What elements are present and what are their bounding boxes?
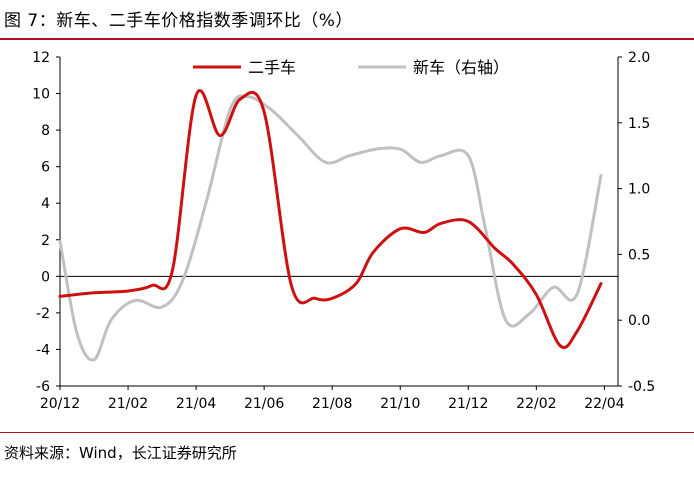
x-tick-label: 21/06 — [244, 396, 284, 412]
right-tick-label: 2.0 — [628, 50, 650, 66]
legend: 二手车 新车（右轴） — [193, 58, 509, 77]
right-tick-label: 0.0 — [628, 313, 650, 329]
x-tick-label: 21/02 — [108, 396, 148, 412]
right-tick-label: 1.0 — [628, 182, 650, 198]
title-divider — [0, 38, 694, 40]
x-tick-label: 21/10 — [380, 396, 420, 412]
x-tick-label: 21/12 — [448, 396, 488, 412]
left-tick-label: 4 — [41, 196, 50, 212]
x-tick-label: 20/12 — [40, 396, 80, 412]
series-line-new-car — [58, 94, 603, 362]
left-tick-label: 10 — [32, 87, 50, 103]
series-lines — [58, 89, 603, 362]
legend-label: 二手车 — [248, 58, 296, 77]
left-tick-label: 6 — [41, 160, 50, 176]
left-tick-label: -2 — [36, 306, 50, 322]
series-line-used-car — [58, 89, 603, 350]
right-tick-label: 1.5 — [628, 116, 650, 132]
left-tick-label: 0 — [41, 269, 50, 285]
x-tick-label: 21/04 — [176, 396, 216, 412]
right-tick-label: -0.5 — [628, 379, 655, 395]
left-tick-label: 8 — [41, 123, 50, 139]
x-tick-label: 21/08 — [312, 396, 352, 412]
x-tick-label: 22/02 — [516, 396, 556, 412]
x-tick-label: 22/04 — [584, 396, 624, 412]
figure-title: 图 7：新车、二手车价格指数季调环比（%） — [4, 11, 353, 31]
right-tick-label: 0.5 — [628, 247, 650, 263]
legend-label: 新车（右轴） — [413, 58, 509, 77]
left-tick-label: 12 — [32, 50, 50, 66]
axes: -6 -4 -2 0 2 4 6 8 10 12 -0.5 0.0 0.5 1.0 1.5 2.0 20/12 2… — [32, 50, 655, 412]
left-tick-label: -4 — [36, 342, 50, 358]
left-tick-label: 2 — [41, 233, 50, 249]
source-note: 资料来源：Wind，长江证券研究所 — [4, 444, 237, 462]
source-divider — [0, 432, 694, 433]
left-tick-label: -6 — [36, 379, 50, 395]
line-chart: -6 -4 -2 0 2 4 6 8 10 12 -0.5 0.0 0.5 1.0 1.5 2.0 20/12 2… — [32, 50, 655, 412]
